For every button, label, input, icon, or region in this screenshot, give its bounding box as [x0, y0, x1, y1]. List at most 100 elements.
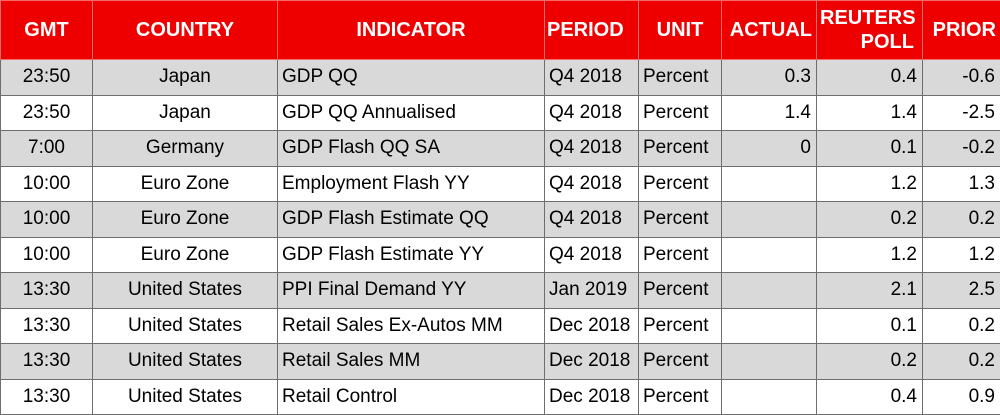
header-period: PERIOD [545, 1, 639, 60]
cell-indicator: PPI Final Demand YY [278, 273, 545, 309]
table-row: 10:00 Euro Zone GDP Flash Estimate YY Q4… [1, 237, 1000, 273]
cell-country: Euro Zone [93, 202, 278, 238]
cell-gmt: 10:00 [1, 237, 93, 273]
cell-prior: 1.2 [923, 237, 1000, 273]
cell-period: Q4 2018 [545, 237, 639, 273]
cell-poll: 1.2 [817, 166, 923, 202]
cell-unit: Percent [639, 202, 722, 238]
cell-actual [722, 237, 817, 273]
header-indicator: INDICATOR [278, 1, 545, 60]
cell-poll: 0.4 [817, 379, 923, 415]
header-actual: ACTUAL [722, 1, 817, 60]
table-body: 23:50 Japan GDP QQ Q4 2018 Percent 0.3 0… [1, 60, 1000, 415]
cell-prior: 0.2 [923, 202, 1000, 238]
cell-country: Germany [93, 131, 278, 167]
cell-gmt: 10:00 [1, 202, 93, 238]
cell-actual [722, 166, 817, 202]
cell-period: Jan 2019 [545, 273, 639, 309]
header-unit: UNIT [639, 1, 722, 60]
header-poll-line1: REUTERS [820, 7, 916, 29]
table-row: 10:00 Euro Zone GDP Flash Estimate QQ Q4… [1, 202, 1000, 238]
cell-unit: Percent [639, 237, 722, 273]
cell-actual: 0 [722, 131, 817, 167]
cell-poll: 0.2 [817, 344, 923, 380]
header-gmt: GMT [1, 1, 93, 60]
cell-unit: Percent [639, 344, 722, 380]
cell-actual: 0.3 [722, 60, 817, 96]
cell-country: Euro Zone [93, 237, 278, 273]
cell-unit: Percent [639, 379, 722, 415]
cell-prior: 0.2 [923, 344, 1000, 380]
cell-indicator: Retail Sales MM [278, 344, 545, 380]
cell-unit: Percent [639, 60, 722, 96]
table-row: 13:30 United States Retail Sales Ex-Auto… [1, 308, 1000, 344]
table-row: 10:00 Euro Zone Employment Flash YY Q4 2… [1, 166, 1000, 202]
header-prior: PRIOR [923, 1, 1000, 60]
cell-actual [722, 202, 817, 238]
cell-period: Q4 2018 [545, 166, 639, 202]
table-row: 7:00 Germany GDP Flash QQ SA Q4 2018 Per… [1, 131, 1000, 167]
cell-actual [722, 308, 817, 344]
cell-actual [722, 344, 817, 380]
table-row: 13:30 United States PPI Final Demand YY … [1, 273, 1000, 309]
cell-indicator: Retail Control [278, 379, 545, 415]
cell-indicator: GDP Flash Estimate QQ [278, 202, 545, 238]
cell-actual: 1.4 [722, 95, 817, 131]
cell-indicator: Employment Flash YY [278, 166, 545, 202]
cell-indicator: GDP QQ Annualised [278, 95, 545, 131]
cell-actual [722, 273, 817, 309]
cell-period: Dec 2018 [545, 344, 639, 380]
cell-unit: Percent [639, 131, 722, 167]
cell-country: United States [93, 273, 278, 309]
cell-period: Q4 2018 [545, 202, 639, 238]
cell-poll: 1.2 [817, 237, 923, 273]
cell-indicator: Retail Sales Ex-Autos MM [278, 308, 545, 344]
cell-gmt: 13:30 [1, 344, 93, 380]
cell-period: Q4 2018 [545, 60, 639, 96]
cell-country: United States [93, 344, 278, 380]
cell-indicator: GDP QQ [278, 60, 545, 96]
header-poll-line2: POLL [861, 31, 914, 53]
cell-gmt: 7:00 [1, 131, 93, 167]
cell-prior: -2.5 [923, 95, 1000, 131]
cell-gmt: 23:50 [1, 60, 93, 96]
cell-prior: 1.3 [923, 166, 1000, 202]
cell-indicator: GDP Flash QQ SA [278, 131, 545, 167]
cell-actual [722, 379, 817, 415]
cell-country: United States [93, 379, 278, 415]
cell-gmt: 10:00 [1, 166, 93, 202]
cell-country: Japan [93, 95, 278, 131]
cell-period: Dec 2018 [545, 379, 639, 415]
cell-period: Dec 2018 [545, 308, 639, 344]
cell-unit: Percent [639, 95, 722, 131]
table-row: 13:30 United States Retail Sales MM Dec … [1, 344, 1000, 380]
cell-prior: 0.2 [923, 308, 1000, 344]
table-row: 23:50 Japan GDP QQ Annualised Q4 2018 Pe… [1, 95, 1000, 131]
cell-period: Q4 2018 [545, 131, 639, 167]
cell-gmt: 23:50 [1, 95, 93, 131]
cell-unit: Percent [639, 308, 722, 344]
table-row: 13:30 United States Retail Control Dec 2… [1, 379, 1000, 415]
cell-gmt: 13:30 [1, 273, 93, 309]
cell-gmt: 13:30 [1, 379, 93, 415]
cell-country: Euro Zone [93, 166, 278, 202]
header-country: COUNTRY [93, 1, 278, 60]
cell-poll: 2.1 [817, 273, 923, 309]
table-row: 23:50 Japan GDP QQ Q4 2018 Percent 0.3 0… [1, 60, 1000, 96]
cell-country: United States [93, 308, 278, 344]
cell-poll: 0.2 [817, 202, 923, 238]
cell-poll: 0.1 [817, 131, 923, 167]
cell-unit: Percent [639, 166, 722, 202]
cell-country: Japan [93, 60, 278, 96]
table-header: GMT COUNTRY INDICATOR PERIOD UNIT ACTUAL… [1, 1, 1000, 60]
cell-poll: 1.4 [817, 95, 923, 131]
cell-prior: -0.2 [923, 131, 1000, 167]
cell-prior: 2.5 [923, 273, 1000, 309]
cell-gmt: 13:30 [1, 308, 93, 344]
header-row: GMT COUNTRY INDICATOR PERIOD UNIT ACTUAL… [1, 1, 1000, 60]
cell-poll: 0.4 [817, 60, 923, 96]
cell-unit: Percent [639, 273, 722, 309]
cell-prior: -0.6 [923, 60, 1000, 96]
